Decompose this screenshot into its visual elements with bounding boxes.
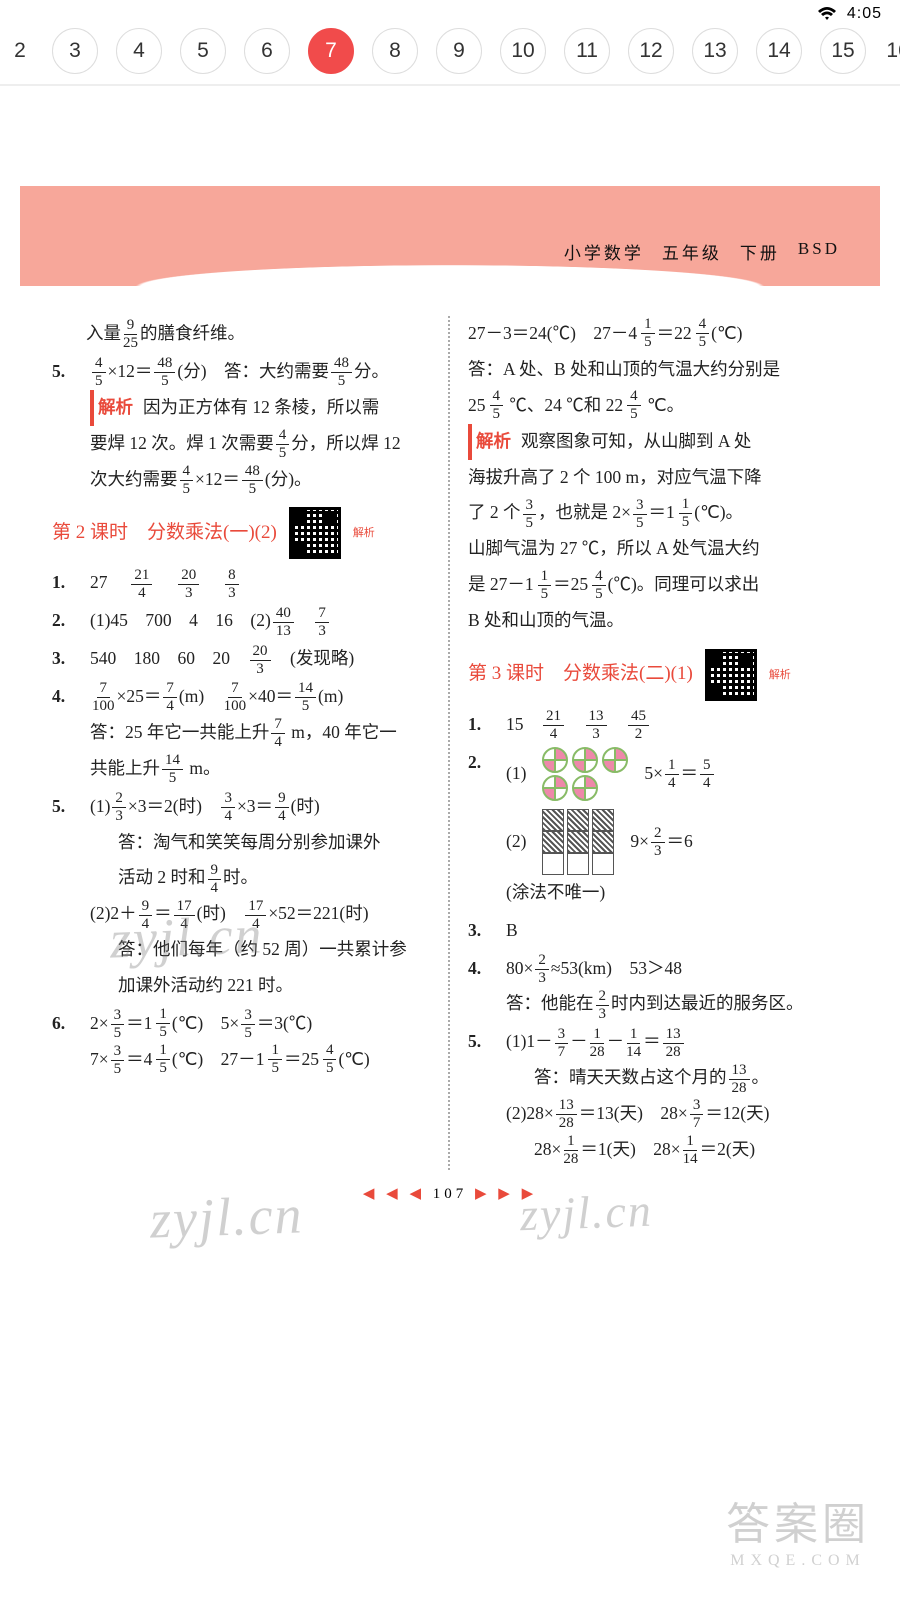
tab-page[interactable]: 11 (564, 28, 610, 74)
text: 27 (90, 572, 108, 592)
text: 次大约需要 (90, 469, 178, 489)
tab-page[interactable]: 12 (628, 28, 674, 74)
header-term: 下册 (740, 239, 780, 264)
header-edition: BSD (798, 239, 840, 264)
page-header: 小学数学 五年级 下册 BSD (20, 186, 880, 286)
tab-page[interactable]: 6 (244, 28, 290, 74)
jiexi-label: 解析 (468, 424, 515, 460)
qr-label: 解析 (353, 527, 375, 539)
text: 入量 (86, 323, 121, 343)
lesson-3-header: 第 3 课时 分数乘法(二)(1) 解析 (468, 649, 848, 701)
header-grade: 五年级 (662, 239, 722, 264)
tab-page[interactable]: 9 (436, 28, 482, 74)
wifi-icon (817, 6, 837, 22)
text: ×12＝ (108, 361, 153, 381)
lesson-title: 第 2 课时 分数乘法(一)(2) (52, 514, 277, 553)
qr-code-icon[interactable] (289, 507, 341, 559)
item-number: 5. (52, 354, 80, 498)
tab-page[interactable]: 10 (500, 28, 546, 74)
tab-page[interactable]: 13 (692, 28, 738, 74)
text: 分。 (354, 361, 389, 381)
tab-page-active[interactable]: 7 (308, 28, 354, 74)
document-page: 小学数学 五年级 下册 BSD 入量925的膳食纤维。 5. 45×12＝485… (20, 186, 880, 1203)
tab-page[interactable]: 2 (6, 28, 34, 74)
status-bar: 4:05 (0, 0, 900, 28)
right-column: 27－3＝24(℃) 27－415＝2245(℃) 答：A 处、B 处和山顶的气… (450, 316, 848, 1170)
tab-page[interactable]: 15 (820, 28, 866, 74)
triangle-right-icon: ▶ ▶ ▶ (475, 1186, 537, 1202)
circle-diagram (542, 745, 628, 803)
lesson-title: 第 3 课时 分数乘法(二)(1) (468, 655, 693, 694)
text: 分，所以焊 12 (291, 433, 400, 453)
lesson-2-header: 第 2 课时 分数乘法(一)(2) 解析 (52, 507, 430, 559)
text: 因为正方体有 12 条棱，所以需 (143, 397, 379, 417)
text: (发现略) (273, 648, 355, 668)
left-column: 入量925的膳食纤维。 5. 45×12＝485(分) 答：大约需要485分。 … (52, 316, 450, 1170)
tab-page[interactable]: 5 (180, 28, 226, 74)
text: (1)45 700 4 16 (2) (90, 610, 271, 630)
grid-diagram (542, 809, 614, 875)
page-number: ◀ ◀ ◀ 107 ▶ ▶ ▶ (20, 1184, 880, 1203)
text: 要焊 12 次。焊 1 次需要 (90, 433, 274, 453)
page-number-tabs[interactable]: 2 3 4 5 6 7 8 9 10 11 12 13 14 15 16 (0, 28, 900, 86)
qr-code-icon[interactable] (705, 649, 757, 701)
page-number-value: 107 (433, 1186, 468, 1202)
jiexi-label: 解析 (90, 390, 137, 426)
text: 的膳食纤维。 (140, 323, 245, 343)
fraction: 925 (123, 318, 138, 351)
tab-page[interactable]: 14 (756, 28, 802, 74)
qr-label: 解析 (769, 669, 791, 681)
tab-page[interactable]: 8 (372, 28, 418, 74)
tab-page[interactable]: 4 (116, 28, 162, 74)
header-subject: 小学数学 (564, 239, 644, 264)
text: (分)。 (265, 469, 312, 489)
text: 540 180 60 20 (90, 648, 248, 668)
text: ×12＝ (195, 469, 240, 489)
text: (分) 答：大约需要 (177, 361, 329, 381)
tab-page[interactable]: 16 (884, 28, 900, 74)
triangle-left-icon: ◀ ◀ ◀ (363, 1186, 425, 1202)
status-time: 4:05 (847, 5, 882, 23)
tab-page[interactable]: 3 (52, 28, 98, 74)
brand-watermark: 答案圈 MXQE.COM (726, 1488, 870, 1570)
